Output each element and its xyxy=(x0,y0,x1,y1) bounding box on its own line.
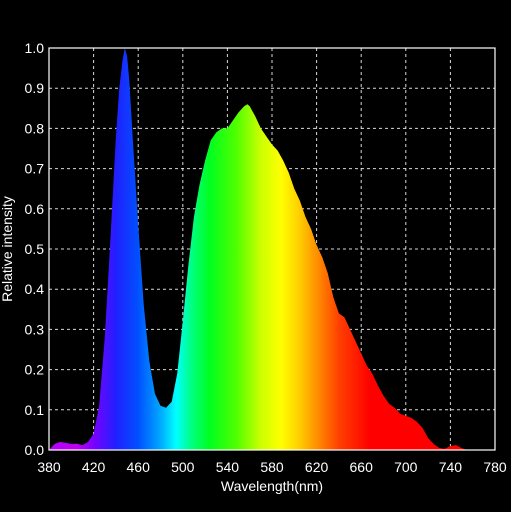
plot-frame xyxy=(48,47,496,451)
x-tick-label: 380 xyxy=(37,459,61,475)
y-tick-label: 0.8 xyxy=(25,120,45,136)
x-axis-label: Wavelength(nm) xyxy=(221,478,323,494)
x-tick-label: 660 xyxy=(350,459,374,475)
y-tick-label: 1.0 xyxy=(25,40,45,56)
y-tick-label: 0.0 xyxy=(25,442,45,458)
x-tick-label: 540 xyxy=(216,459,240,475)
y-tick-label: 0.3 xyxy=(25,321,45,337)
y-tick-label: 0.1 xyxy=(25,402,45,418)
spectrum-area xyxy=(49,48,495,450)
x-tick-label: 420 xyxy=(82,459,106,475)
x-tick-label: 460 xyxy=(127,459,151,475)
y-tick-label: 0.4 xyxy=(25,281,45,297)
x-tick-label: 700 xyxy=(394,459,418,475)
x-tick-label: 780 xyxy=(483,459,507,475)
y-tick-label: 0.5 xyxy=(25,241,45,257)
y-tick-label: 0.2 xyxy=(25,362,45,378)
y-tick-label: 0.6 xyxy=(25,201,45,217)
y-tick-label: 0.9 xyxy=(25,80,45,96)
x-tick-label: 500 xyxy=(171,459,195,475)
x-axis-ticks: 380 420 460 500 540 580 620 660 700 740 780 xyxy=(37,459,507,475)
x-tick-label: 740 xyxy=(439,459,463,475)
x-tick-label: 580 xyxy=(260,459,284,475)
x-tick-label: 620 xyxy=(305,459,329,475)
y-axis-label: Relative intensity xyxy=(0,196,15,302)
y-axis-ticks: 0.0 0.1 0.2 0.3 0.4 0.5 0.6 0.7 0.8 0.9 1.0 xyxy=(25,40,45,458)
y-tick-label: 0.7 xyxy=(25,161,45,177)
